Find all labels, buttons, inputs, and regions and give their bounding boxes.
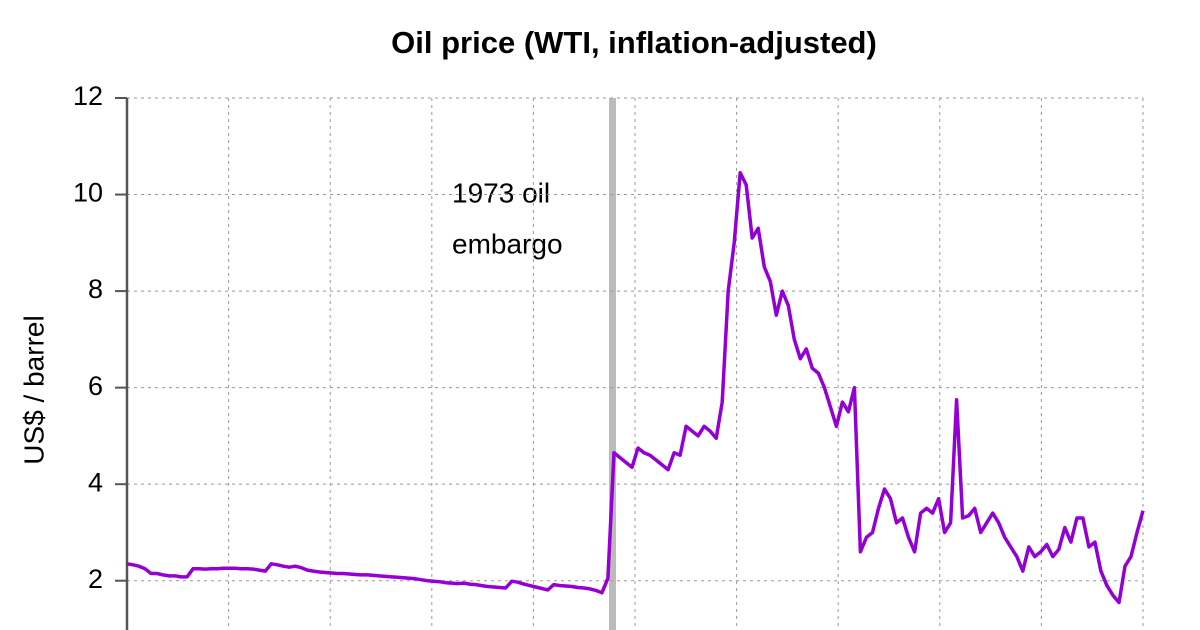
annotation: embargo [452,228,563,259]
y-tick-label: 12 [73,81,103,111]
embargo-marker [609,98,616,630]
y-axis-label: US$ / barrel [18,315,49,464]
y-tick-label: 8 [88,274,103,304]
y-tick-label: 2 [88,564,103,594]
y-tick-label: 6 [88,371,103,401]
y-tick-label: 10 [73,178,103,208]
y-tick-label: 4 [88,467,103,497]
price-line [126,171,1145,605]
chart-title: Oil price (WTI, inflation-adjusted) [391,25,877,60]
annotation: 1973 oil [452,177,550,208]
